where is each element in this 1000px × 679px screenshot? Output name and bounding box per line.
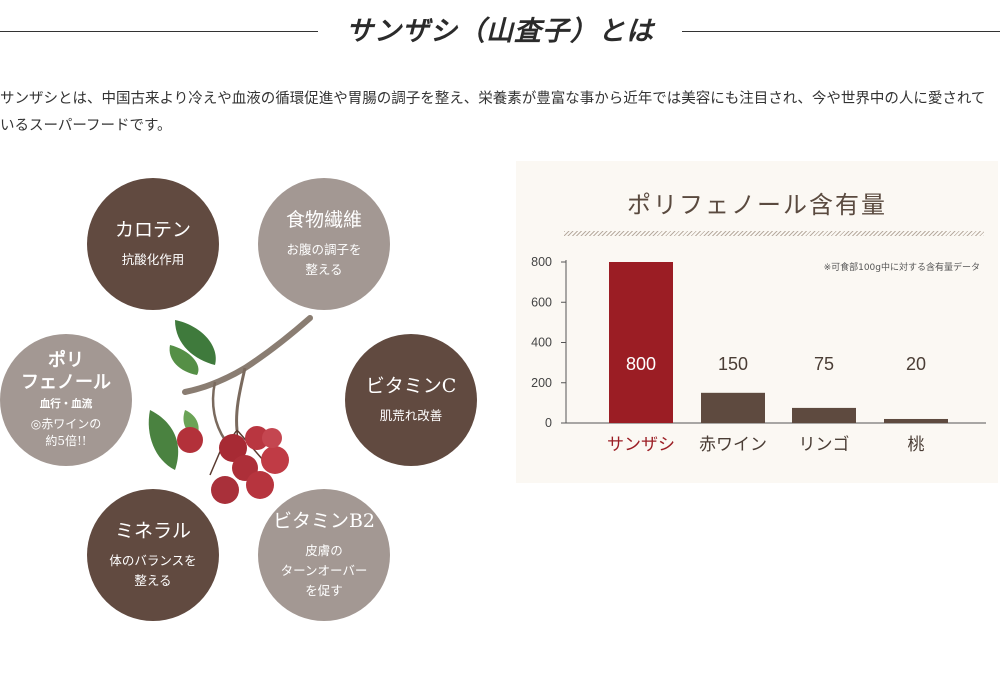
data-label: 800 [626,354,656,374]
header-rule-right [682,31,1000,32]
bar-3 [792,407,856,423]
chart-title: ポリフェノール含有量 [627,191,887,219]
y-tick-label: 0 [545,416,552,430]
header-rule-left [0,31,318,32]
y-tick-label: 800 [531,255,552,269]
data-label: 20 [906,354,926,374]
data-label: 75 [814,354,834,374]
section-header: サンザシ（山査子）とは [0,10,1000,54]
y-tick-label: 400 [531,336,552,350]
title-hatch-divider [564,231,984,236]
berries [177,426,289,504]
bar-1 [609,262,673,423]
benefit-desc: ◎赤ワインの 約5倍!! [30,417,102,448]
benefit-subtitle: 血行・血流 [39,398,93,410]
polyphenol-chart-panel: ポリフェノール含有量 0 200 400 600 800 ※可食部100g中に対する含有量… [516,161,998,483]
benefit-title: カロテン [114,219,191,241]
benefit-vitamin-c: ビタミンC 肌荒れ改善 [345,334,477,466]
benefit-dietary-fiber: 食物繊維 お腹の調子を 整える [258,178,390,310]
benefit-desc: 肌荒れ改善 [379,408,443,423]
y-tick-label: 600 [531,295,552,309]
hawthorn-berries-illustration [148,315,313,504]
benefit-title: ポリ フェノール [21,350,111,393]
chart-note: ※可食部100g中に対する含有量データ [824,261,980,273]
category-label: 赤ワイン [699,435,767,455]
bar-4 [884,418,948,423]
bar-2 [701,392,765,423]
benefit-vitamin-b2: ビタミンB2 皮膚の ターンオーバー を促す [258,489,390,621]
benefit-desc: お腹の調子を 整える [286,242,362,277]
benefit-title: ミネラル [114,520,191,542]
page-title: サンザシ（山査子）とは [346,16,654,47]
category-label: 桃 [908,435,925,455]
category-label: サンザシ [607,435,675,455]
benefit-title: ビタミンC [365,375,457,397]
benefit-desc: 抗酸化作用 [121,252,185,267]
benefit-title: 食物繊維 [285,209,362,231]
benefit-carotene: カロテン 抗酸化作用 [87,178,219,310]
intro-paragraph: サンザシとは、中国古来より冷えや血液の循環促進や胃腸の調子を整え、栄養素が豊富な… [0,91,986,134]
bar-chart: 0 200 400 600 800 ※可食部100g中に対する含有量データ 800 サンザシ 1… [531,255,986,455]
benefit-desc: 体のバランスを 整える [109,553,197,588]
benefit-polyphenol: ポリ フェノール 血行・血流 ◎赤ワインの 約5倍!! [0,334,132,466]
benefit-minerals: ミネラル 体のバランスを 整える [87,489,219,621]
data-label: 150 [718,354,748,374]
benefit-desc: 皮膚の ターンオーバー を促す [280,543,368,598]
category-label: リンゴ [799,434,850,455]
y-tick-label: 200 [531,376,552,390]
benefit-title: ビタミンB2 [272,510,376,532]
